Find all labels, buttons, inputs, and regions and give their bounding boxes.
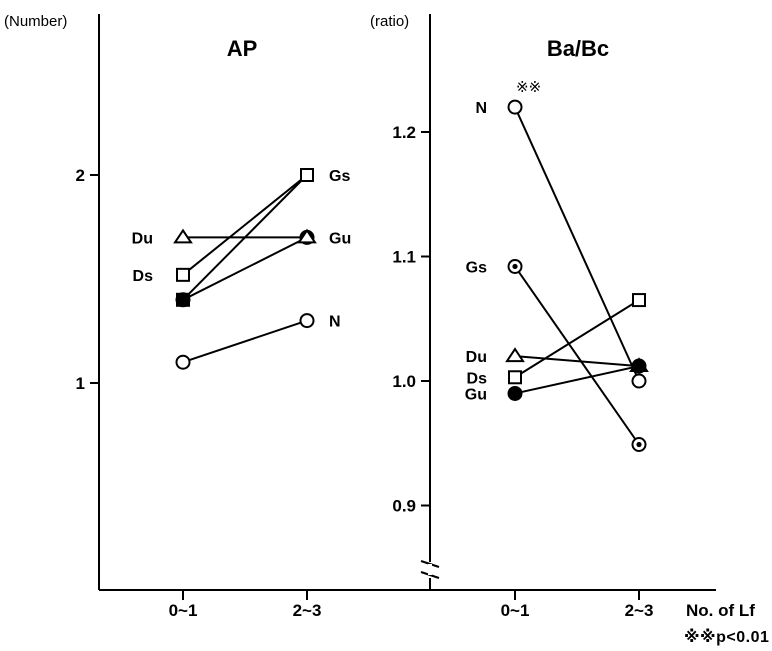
ba-bc-title: Ba/Bc [547, 36, 609, 61]
ap-point-du-1 [297, 228, 317, 244]
ba-bc-point-n-0 [507, 99, 523, 115]
footnote: ※※p<0.01 [684, 628, 769, 646]
ap-point-n-1 [299, 313, 315, 329]
ba-bc-line-du [514, 355, 640, 368]
ap-line-ds [182, 174, 308, 276]
ba-bc-point-gs-0-dot [512, 263, 518, 270]
ba-bc-xtick-0: 0~1 [501, 601, 530, 620]
ap-ytick-label-1: 2 [76, 166, 85, 185]
ap-unit-label: (Number) [4, 13, 67, 30]
ba-bc-line-n [514, 106, 640, 382]
ap-xtick-0: 0~1 [169, 601, 198, 620]
ap-ytick-label-0: 1 [76, 374, 85, 393]
ap-label-gs: Gs [329, 168, 350, 185]
ap-point-n-0 [175, 354, 191, 370]
axis-break-gap [428, 564, 432, 575]
ba-bc-point-gu-1 [631, 358, 647, 374]
ba-bc-point-gs-1-dot [636, 441, 642, 448]
ba-bc-label-du: Du [466, 349, 487, 366]
ba-bc-label-n: N [475, 100, 487, 117]
ba-bc-point-gu-0 [507, 385, 523, 401]
ap-point-ds-1 [300, 168, 314, 182]
significance-annotation: ※※ [516, 79, 541, 96]
ap-point-ds-0 [176, 267, 190, 282]
ap-xtick-1: 2~3 [293, 601, 322, 620]
ba-bc-ytick-label-0: 0.9 [392, 497, 416, 516]
ap-point-gu-0 [175, 292, 191, 308]
ba-bc-label-gs: Gs [466, 259, 487, 276]
ap-label-ds: Ds [133, 268, 154, 285]
ba-bc-line-ds [514, 299, 640, 379]
ba-bc-unit-label: (ratio) [370, 13, 409, 30]
ba-bc-point-du-0 [505, 347, 525, 363]
ba-bc-point-ds-0 [508, 370, 522, 385]
ap-label-n: N [329, 314, 341, 331]
ap-line-gu [182, 236, 308, 301]
ba-bc-point-n-1 [631, 373, 647, 389]
ap-line-n [182, 319, 308, 364]
ap-point-du-0 [173, 228, 193, 244]
ba-bc-line-gs [514, 265, 640, 446]
ba-bc-label-gu: Gu [465, 386, 487, 403]
ba-bc-ytick-label-1: 1.0 [392, 372, 416, 391]
ba-bc-ytick-label-2: 1.1 [392, 248, 416, 267]
ba-bc-xtick-1: 2~3 [625, 601, 654, 620]
ap-title: AP [227, 36, 258, 61]
ba-bc-ytick-label-3: 1.2 [392, 123, 416, 142]
ap-label-gu: Gu [329, 230, 351, 247]
ap-label-du: Du [132, 230, 153, 247]
ba-bc-label-ds: Ds [467, 370, 488, 387]
x-axis-label: No. of Lf [686, 601, 755, 620]
ba-bc-point-ds-1 [632, 293, 646, 308]
ba-bc-line-gu [514, 365, 640, 395]
